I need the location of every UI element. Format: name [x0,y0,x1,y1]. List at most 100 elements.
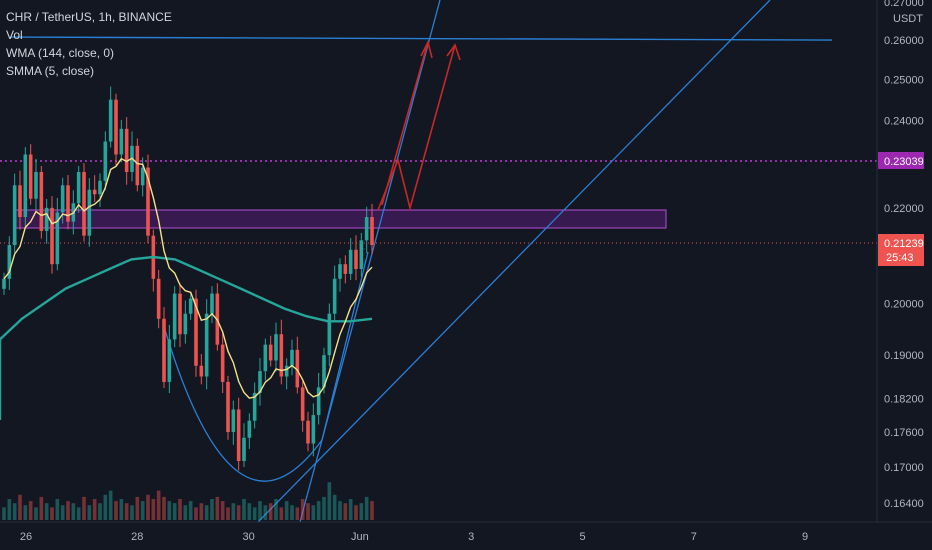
candle-body [295,349,300,388]
price-tick-label: 0.18200 [884,393,924,405]
price-tick-label: 0.24000 [884,115,924,127]
candle-body [55,212,60,265]
symbol-title[interactable]: CHR / TetherUS, 1h, BINANCE [6,10,172,24]
volume-bar [359,503,364,520]
volume-bar [188,501,193,520]
volume-bar [354,505,358,520]
volume-bar [2,507,6,520]
candle-body [268,344,273,361]
candle-body [156,278,161,319]
time-axis-ticks: 26 28 30 Jun 3 5 7 9 [20,531,808,543]
price-tick-label: 0.25000 [884,74,924,86]
volume-bar [151,499,156,520]
candle-body [199,365,204,377]
current-price-value: 0.21239 [884,238,924,250]
candle-body [354,249,358,270]
candle-body [370,217,374,246]
resistance-line [9,36,833,41]
candle-body [140,167,145,186]
volume-bar [178,499,182,520]
candle-body [194,298,198,366]
candle-body [210,293,214,314]
candle-body [322,355,326,388]
price-axis[interactable] [877,0,932,550]
time-tick-label: 3 [468,531,474,543]
volume-bar [28,501,33,520]
price-tick-label: 0.16400 [884,498,924,510]
candle-body [359,240,364,270]
volume-bar [306,503,310,520]
volume-bar [348,499,353,520]
candle-body [338,264,342,279]
volume-bar [199,503,204,520]
candle-body [103,141,108,181]
candle-body [119,128,124,155]
candle-body [66,185,70,222]
candle-body [226,381,230,433]
volume-bar [300,499,305,520]
price-tick-label: 0.17600 [884,427,924,439]
volume-bar [284,501,289,520]
candle-body [2,278,6,289]
candle-body [332,278,337,314]
candle-body [242,437,246,462]
volume-bar [204,505,209,520]
vol-indicator-label[interactable]: Vol [6,28,23,42]
price-tick-label: 0.22000 [884,203,924,215]
currency-label: USDT [893,13,923,25]
time-tick-label: 26 [20,531,32,543]
volume-bar [263,505,268,520]
smma-indicator-label[interactable]: SMMA (5, close) [6,64,95,78]
candle-body [167,339,172,382]
candle-body [108,99,113,142]
volume-bar [290,505,294,520]
time-tick-label: 30 [242,531,254,543]
volume-bar [50,507,54,520]
candle-body [135,145,140,186]
candle-body [284,365,289,377]
volume-bar [295,507,300,520]
volume-bar [108,490,113,520]
candle-body [178,293,182,335]
candle-body [12,185,17,246]
candle-body [50,207,54,265]
price-tick-label: 0.19000 [884,350,924,362]
volume-bar [140,501,145,520]
volume-bar [135,496,140,520]
smma-line [3,157,373,399]
volume-bar [322,496,326,520]
rising-trendline [257,0,771,523]
volume-bar [162,496,166,520]
volume-bar [124,503,129,520]
candle-body [172,293,177,340]
volume-bar [338,501,342,520]
volume-bar [44,503,49,520]
volume-bar [279,507,284,520]
price-axis-ticks: 0.27000 0.26000 0.25000 0.24000 0.22000 0.200… [884,0,924,510]
volume-bar [327,482,332,520]
drawings-layer[interactable] [9,0,833,523]
volume-bar [242,499,246,520]
wma-indicator-label[interactable]: WMA (144, close, 0) [6,46,115,60]
candle-body [364,217,369,241]
volume-bar [370,501,374,520]
supply-zone[interactable] [13,209,667,229]
candle-body [124,128,129,172]
candle-body [247,420,252,438]
volume-bar [215,496,220,520]
volume-bar [226,507,230,520]
volume-bar [220,501,225,520]
volume-bar [364,496,369,520]
candle-body [18,185,22,218]
volume-bar [114,501,118,520]
volume-bar [231,503,236,520]
volume-bar [55,499,60,520]
volume-bar [18,494,22,520]
volume-bars [2,482,374,520]
volume-bar [60,505,65,520]
volume-bar [274,499,278,520]
volume-bar [66,501,70,520]
candle-body [274,334,278,361]
